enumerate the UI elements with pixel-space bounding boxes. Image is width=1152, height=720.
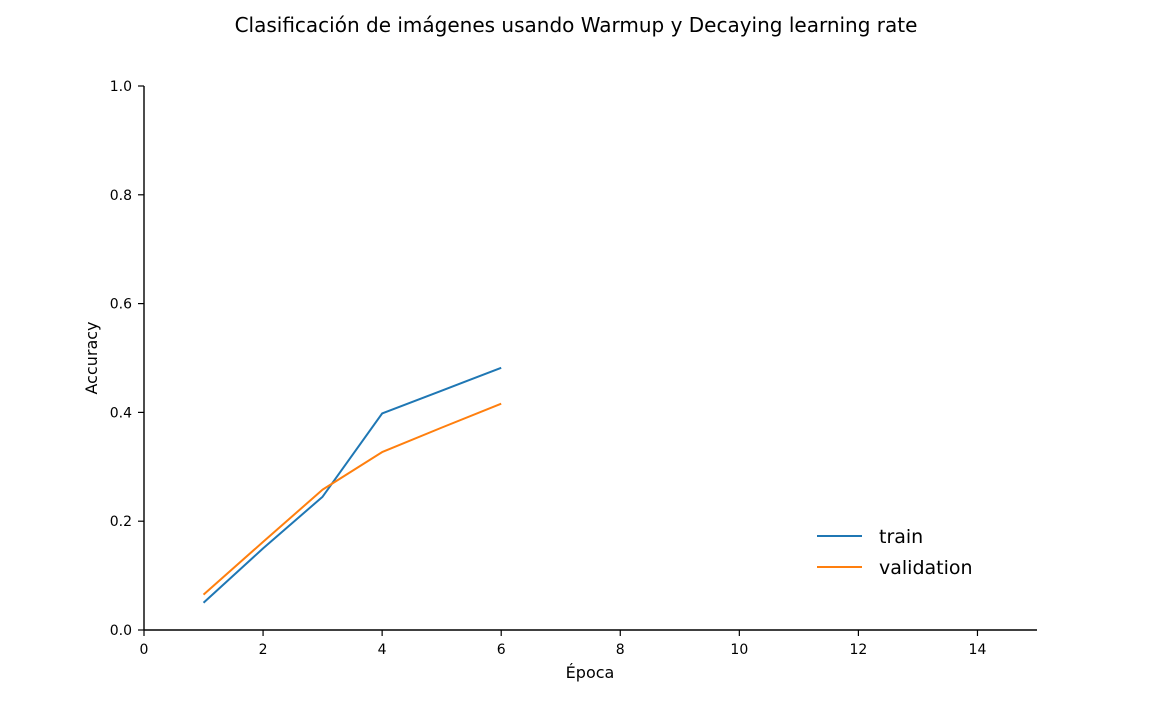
y-tick-label: 0.6 <box>110 297 132 313</box>
y-axis-ticks: 0.0 0.2 0.4 0.6 0.8 1.0 <box>110 79 144 639</box>
chart-title: Clasificación de imágenes usando Warmup … <box>235 13 918 37</box>
x-tick-label: 8 <box>616 642 625 658</box>
y-tick-label: 0.4 <box>110 405 132 421</box>
y-tick-label: 1.0 <box>110 79 132 95</box>
series-line-validation <box>202 402 502 596</box>
series-line-train <box>202 366 502 604</box>
x-tick-label: 2 <box>259 642 268 658</box>
x-tick-label: 0 <box>140 642 149 658</box>
legend: train validation <box>817 526 973 579</box>
x-tick-label: 14 <box>969 642 987 658</box>
x-tick-label: 6 <box>497 642 506 658</box>
x-tick-label: 4 <box>378 642 387 658</box>
x-tick-label: 10 <box>730 642 748 658</box>
y-tick-label: 0.0 <box>110 623 132 639</box>
x-axis-ticks: 0 2 4 6 8 10 12 14 <box>140 630 987 658</box>
x-axis-label: Época <box>566 663 615 682</box>
y-tick-label: 0.8 <box>110 188 132 204</box>
legend-label-train: train <box>879 526 923 548</box>
x-tick-label: 12 <box>849 642 867 658</box>
y-axis-label: Accuracy <box>82 321 101 394</box>
y-tick-label: 0.2 <box>110 514 132 530</box>
legend-label-validation: validation <box>879 557 973 579</box>
series-layer <box>202 366 502 604</box>
